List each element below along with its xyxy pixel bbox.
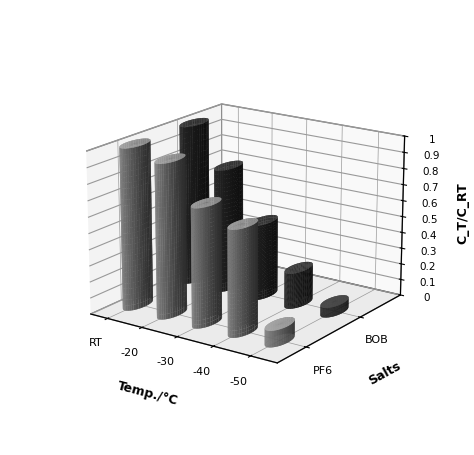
Y-axis label: Salts: Salts bbox=[366, 359, 403, 388]
X-axis label: Temp./°C: Temp./°C bbox=[116, 379, 180, 408]
